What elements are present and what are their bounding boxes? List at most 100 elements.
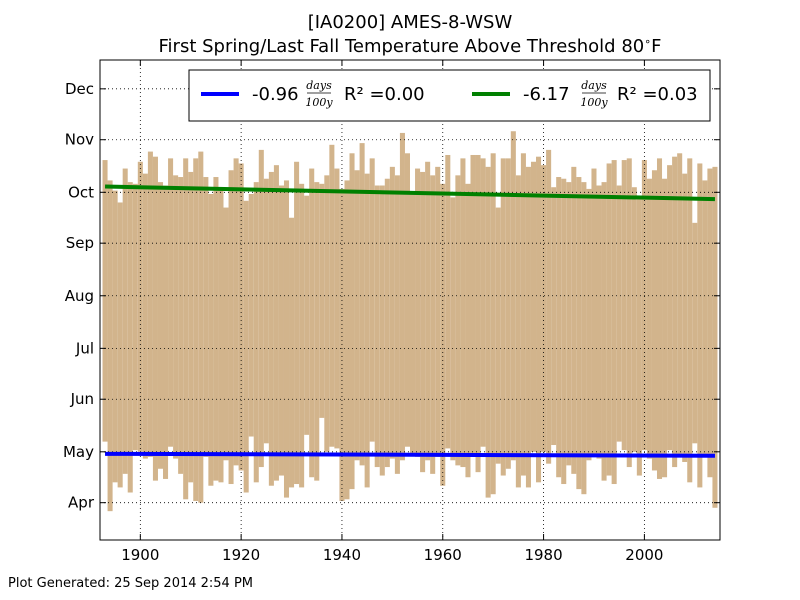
season-bar bbox=[420, 171, 426, 473]
season-bar bbox=[122, 168, 128, 474]
legend-spring-r2: R² =0.00 bbox=[344, 84, 425, 105]
chart-title-line2: First Spring/Last Fall Temperature Above… bbox=[159, 35, 662, 57]
season-bar bbox=[147, 151, 153, 457]
season-bar bbox=[410, 192, 416, 454]
x-tick-label: 1960 bbox=[424, 546, 462, 564]
season-bar bbox=[198, 151, 204, 503]
season-bar bbox=[656, 158, 663, 479]
season-bar bbox=[546, 149, 552, 464]
plot-frame bbox=[99, 59, 721, 541]
season-bar bbox=[107, 180, 113, 512]
legend-fall-slope: -6.17 bbox=[523, 84, 570, 105]
season-bar bbox=[112, 190, 118, 483]
season-bar bbox=[667, 165, 673, 451]
season-bar bbox=[152, 156, 158, 481]
legend-spring-frac-den: 100y bbox=[305, 96, 333, 109]
season-bar bbox=[586, 188, 592, 461]
trend-lines bbox=[104, 184, 716, 458]
season-bar bbox=[102, 160, 108, 442]
x-tick-label: 1900 bbox=[121, 546, 159, 564]
season-bar bbox=[213, 177, 219, 481]
season-bar bbox=[329, 144, 335, 447]
season-bar bbox=[142, 173, 148, 459]
season-bar bbox=[470, 154, 476, 457]
x-tick-label: 1920 bbox=[222, 546, 260, 564]
season-bar bbox=[404, 153, 410, 447]
season-bar bbox=[430, 175, 436, 474]
season-bar bbox=[394, 175, 400, 474]
legend-box bbox=[188, 69, 711, 122]
season-bar bbox=[278, 185, 284, 476]
x-tick-label: 1940 bbox=[323, 546, 361, 564]
season-bar bbox=[591, 168, 597, 456]
bars-group bbox=[102, 131, 718, 512]
season-bar bbox=[646, 178, 652, 459]
season-bar bbox=[294, 161, 300, 485]
plot-generated-footer: Plot Generated: 25 Sep 2014 2:54 PM bbox=[8, 576, 254, 591]
season-bar bbox=[233, 158, 239, 466]
season-bar bbox=[611, 160, 617, 485]
legend-spring-slope: -0.96 bbox=[252, 84, 299, 105]
season-bar bbox=[283, 180, 290, 498]
season-bar bbox=[651, 170, 657, 471]
season-bar bbox=[662, 178, 668, 478]
season-bar bbox=[258, 149, 264, 468]
season-bar bbox=[636, 199, 642, 476]
y-tick-label: Oct bbox=[68, 183, 94, 201]
season-bar bbox=[334, 168, 340, 449]
season-bar bbox=[324, 175, 330, 452]
season-bar bbox=[364, 173, 370, 488]
season-bar bbox=[596, 185, 602, 459]
season-bar bbox=[435, 166, 441, 457]
season-bar bbox=[163, 185, 169, 479]
trend-line-fall bbox=[104, 184, 716, 202]
season-bar bbox=[188, 171, 194, 483]
season-bar bbox=[566, 182, 572, 466]
season-bar bbox=[490, 153, 496, 495]
season-bar bbox=[515, 175, 521, 488]
season-bar bbox=[626, 158, 632, 468]
season-bar bbox=[193, 158, 199, 501]
season-bar bbox=[510, 131, 516, 461]
season-bar bbox=[178, 177, 184, 474]
legend-spring-frac-num: days bbox=[306, 79, 332, 92]
season-bar bbox=[273, 165, 279, 481]
season-bar bbox=[289, 217, 295, 488]
chart-title-line1: [IA0200] AMES-8-WSW bbox=[308, 12, 513, 33]
season-bar bbox=[223, 207, 229, 461]
y-tick-label: May bbox=[63, 443, 94, 461]
season-bar bbox=[309, 168, 315, 478]
season-bar bbox=[132, 183, 138, 451]
season-bar bbox=[485, 166, 491, 498]
legend-fall-r2: R² =0.03 bbox=[617, 84, 698, 105]
season-bar bbox=[137, 161, 143, 452]
season-bar bbox=[354, 170, 360, 461]
y-tick-label: Jun bbox=[70, 390, 94, 408]
season-bar bbox=[389, 166, 395, 459]
season-bar bbox=[415, 168, 421, 457]
season-bar bbox=[203, 177, 209, 457]
season-bar bbox=[536, 156, 542, 483]
x-tick-label: 1980 bbox=[524, 546, 562, 564]
legend: -0.96 days 100y R² =0.00 -6.17 days 100y… bbox=[188, 69, 711, 122]
season-bar bbox=[707, 168, 713, 478]
season-bar bbox=[621, 160, 627, 451]
season-bar bbox=[460, 158, 466, 468]
season-bar bbox=[183, 158, 189, 500]
season-bar bbox=[672, 156, 678, 468]
season-bar bbox=[556, 177, 562, 478]
season-bar bbox=[475, 154, 481, 473]
season-bar bbox=[631, 187, 637, 452]
season-bar bbox=[500, 158, 506, 476]
season-bar bbox=[576, 177, 582, 490]
season-bar bbox=[571, 166, 577, 474]
season-bar bbox=[702, 180, 708, 457]
season-bar bbox=[530, 161, 537, 452]
season-bar bbox=[440, 183, 446, 486]
y-tick-label: Nov bbox=[65, 131, 94, 149]
season-bar bbox=[248, 193, 254, 437]
x-tick-label: 2000 bbox=[625, 546, 663, 564]
season-bar bbox=[677, 153, 683, 457]
season-bar bbox=[117, 202, 123, 488]
season-bar bbox=[520, 153, 526, 476]
